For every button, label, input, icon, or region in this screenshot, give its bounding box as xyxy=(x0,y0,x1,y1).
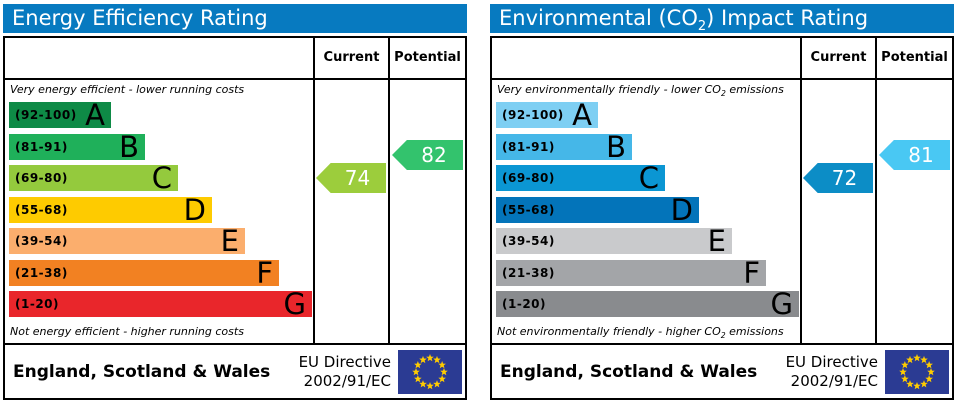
panel-title-text-suffix: ) Impact Rating xyxy=(706,6,869,30)
footer-divider xyxy=(492,343,952,345)
band-range-label: (92-100) xyxy=(15,108,77,122)
eu-flag-icon xyxy=(885,349,949,394)
eu-flag-icon xyxy=(398,349,462,394)
top-caption-suffix: emissions xyxy=(725,83,784,96)
potential-column-header: Potential xyxy=(881,50,948,65)
band-letter: G xyxy=(283,287,306,321)
band-row-b: (81-91) B xyxy=(9,130,145,164)
panel-title: Energy Efficiency Rating xyxy=(3,4,467,33)
potential-rating-arrow: 81 xyxy=(879,140,950,170)
top-caption-text: Very energy efficient - lower running co… xyxy=(10,83,245,96)
current-column-header: Current xyxy=(323,50,380,65)
energy-efficiency-panel: Energy Efficiency Rating Current Potenti… xyxy=(3,4,467,400)
band-range-label: (69-80) xyxy=(15,171,68,185)
potential-rating-arrow: 82 xyxy=(392,140,463,170)
panel-title: Environmental (CO2) Impact Rating xyxy=(490,4,954,35)
footer: England, Scotland & Wales EU Directive 2… xyxy=(492,345,952,398)
band-letter: B xyxy=(606,130,626,164)
band-range-label: (92-100) xyxy=(502,108,564,122)
footer: England, Scotland & Wales EU Directive 2… xyxy=(5,345,465,398)
top-caption: Very environmentally friendly - lower CO… xyxy=(497,83,784,98)
band-range-label: (39-54) xyxy=(15,234,68,248)
eu-directive-label: EU Directive 2002/91/EC xyxy=(299,353,391,391)
panel-title-text: Environmental (CO xyxy=(499,6,698,30)
band-row-d: (55-68) D xyxy=(9,193,212,227)
rating-scale: Very energy efficient - lower running co… xyxy=(5,80,465,343)
column-divider xyxy=(313,38,315,343)
band-row-b: (81-91) B xyxy=(496,130,632,164)
potential-rating-value: 82 xyxy=(421,143,447,167)
panel-title-text: Energy Efficiency Rating xyxy=(12,6,268,30)
band-range-label: (21-38) xyxy=(15,266,68,280)
band-range-label: (55-68) xyxy=(15,203,68,217)
bottom-caption-suffix: emissions xyxy=(725,324,784,338)
environmental-impact-panel: Environmental (CO2) Impact Rating Curren… xyxy=(490,4,954,400)
eu-directive-line1: EU Directive xyxy=(298,352,391,371)
bottom-caption: Not environmentally friendly - higher CO… xyxy=(497,325,784,340)
header-divider xyxy=(5,78,465,80)
band-row-g: (1-20) G xyxy=(9,287,312,321)
bottom-caption-text: Not energy efficient - higher running co… xyxy=(10,324,244,338)
band-letter: C xyxy=(638,161,659,195)
current-column-header: Current xyxy=(810,50,867,65)
band-range-label: (55-68) xyxy=(502,203,555,217)
band-letter: D xyxy=(670,193,693,227)
column-divider xyxy=(800,38,802,343)
eu-directive-label: EU Directive 2002/91/EC xyxy=(786,353,878,391)
current-rating-arrow: 72 xyxy=(803,163,873,193)
potential-rating-value: 81 xyxy=(908,143,934,167)
eu-directive-line2: 2002/91/EC xyxy=(790,371,878,390)
bottom-caption-text: Not environmentally friendly - higher CO xyxy=(497,324,721,338)
band-letter: A xyxy=(572,98,592,132)
region-label: England, Scotland & Wales xyxy=(500,361,758,382)
column-divider xyxy=(875,38,877,343)
header-divider xyxy=(492,78,952,80)
band-letter: A xyxy=(85,98,105,132)
band-row-c: (69-80) C xyxy=(9,161,178,195)
eu-directive-line2: 2002/91/EC xyxy=(303,371,391,390)
band-letter: D xyxy=(183,193,206,227)
band-row-e: (39-54) E xyxy=(9,224,245,258)
band-range-label: (1-20) xyxy=(502,297,546,311)
band-letter: G xyxy=(770,287,793,321)
band-range-label: (81-91) xyxy=(502,140,555,154)
top-caption-text: Very environmentally friendly - lower CO xyxy=(497,83,721,96)
region-label: England, Scotland & Wales xyxy=(13,361,271,382)
eu-directive-line1: EU Directive xyxy=(785,352,878,371)
band-letter: E xyxy=(220,224,239,258)
potential-column-header: Potential xyxy=(394,50,461,65)
current-rating-value: 74 xyxy=(344,166,371,190)
band-row-f: (21-38) F xyxy=(496,256,766,290)
bottom-caption: Not energy efficient - higher running co… xyxy=(10,325,244,340)
band-row-d: (55-68) D xyxy=(496,193,699,227)
panel-title-subscript: 2 xyxy=(697,19,707,35)
top-caption: Very energy efficient - lower running co… xyxy=(10,83,244,98)
band-row-g: (1-20) G xyxy=(496,287,799,321)
band-range-label: (81-91) xyxy=(15,140,68,154)
band-letter: B xyxy=(119,130,139,164)
band-range-label: (21-38) xyxy=(502,266,555,280)
footer-divider xyxy=(5,343,465,345)
band-row-a: (92-100) A xyxy=(496,98,598,132)
bottom-caption-subscript: 2 xyxy=(720,331,726,340)
band-range-label: (1-20) xyxy=(15,297,59,311)
band-range-label: (39-54) xyxy=(502,234,555,248)
current-rating-arrow: 74 xyxy=(316,163,386,193)
band-row-f: (21-38) F xyxy=(9,256,279,290)
band-letter: C xyxy=(151,161,172,195)
column-divider xyxy=(388,38,390,343)
rating-table: Current Potential Very energy efficient … xyxy=(3,36,467,400)
band-range-label: (69-80) xyxy=(502,171,555,185)
top-caption-subscript: 2 xyxy=(720,89,726,99)
band-letter: F xyxy=(256,256,273,290)
band-letter: F xyxy=(743,256,760,290)
band-row-a: (92-100) A xyxy=(9,98,111,132)
rating-table: Current Potential Very environmentally f… xyxy=(490,36,954,400)
current-rating-value: 72 xyxy=(831,166,858,190)
rating-scale: Very environmentally friendly - lower CO… xyxy=(492,80,952,343)
band-letter: E xyxy=(707,224,726,258)
band-row-e: (39-54) E xyxy=(496,224,732,258)
band-row-c: (69-80) C xyxy=(496,161,665,195)
